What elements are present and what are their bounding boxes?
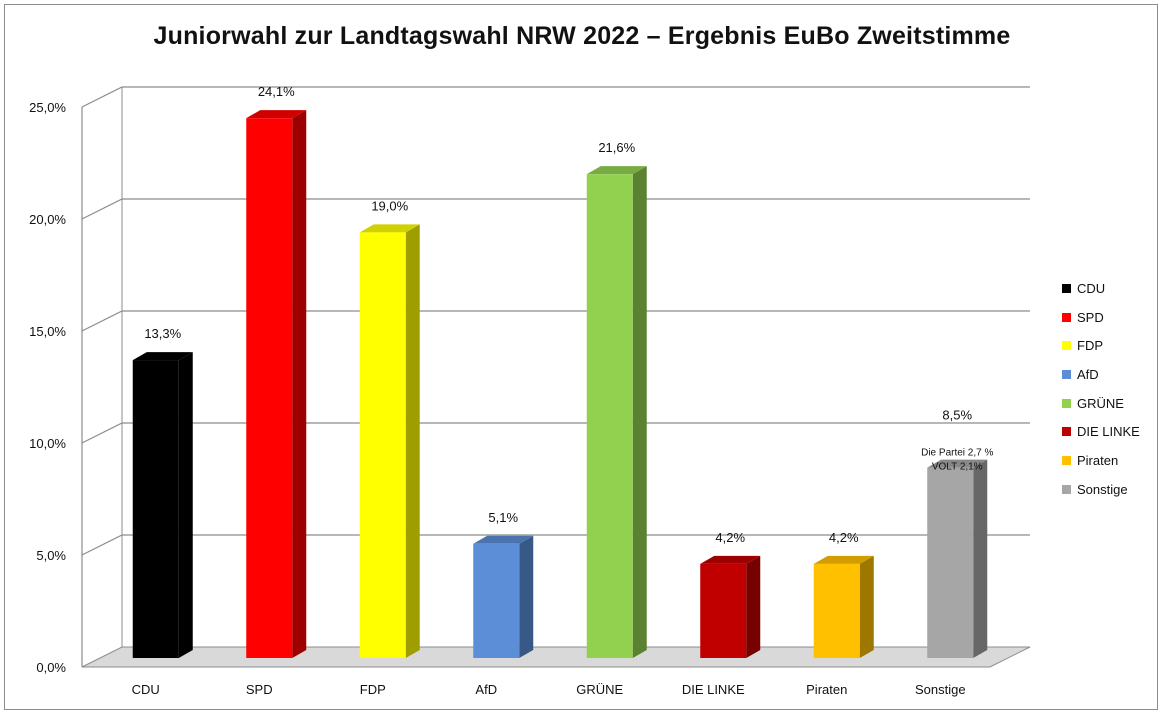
y-tick-label: 25,0% [29,100,66,115]
data-label: 21,6% [598,140,635,155]
x-tick-label: AfD [475,682,497,697]
legend-item: DIE LINKE [1062,417,1140,446]
x-tick-label: DIE LINKE [682,682,745,697]
bar-cdu [132,360,179,658]
bar-afd [473,543,520,658]
bar-top-grüne [586,166,647,175]
y-tick-label: 15,0% [29,324,66,339]
chart-legend: CDU SPD FDP AfD GRÜNE DIE LINKE Piraten Sonstig… [1062,274,1140,504]
y-tick-label: 20,0% [29,212,66,227]
legend-item: Sonstige [1062,475,1140,504]
legend-label: CDU [1077,280,1106,296]
bar-side-spd [292,110,307,658]
bar-top-afd [473,535,534,544]
bar-fdp [359,232,406,658]
x-tick-label: CDU [132,682,160,697]
data-label: 4,2% [829,530,859,545]
legend-swatch [1062,455,1071,465]
data-label: 8,5% [942,408,972,423]
gridline [81,422,1030,444]
y-tick-label: 0,0% [36,660,66,675]
legend-item: GRÜNE [1062,389,1140,418]
bar-top-cdu [132,352,193,361]
x-tick-label: Sonstige [915,682,966,697]
legend-swatch [1062,369,1071,379]
chart-title: Juniorwahl zur Landtagswahl NRW 2022 – E… [153,22,1011,50]
legend-swatch [1062,398,1071,408]
bar-die-linke [700,563,747,658]
legend-item: AfD [1062,360,1140,389]
legend-swatch [1062,283,1071,293]
bar-grüne [586,174,633,658]
y-tick-label: 10,0% [29,436,66,451]
x-tick-label: GRÜNE [576,682,623,697]
y-tick-label: 5,0% [36,548,66,563]
bar-sonstige [927,467,974,658]
legend-item: SPD [1062,303,1140,332]
legend-swatch [1062,484,1071,494]
bar-top-piraten [813,555,874,564]
gridline [81,198,1030,220]
data-label: 4,2% [715,530,745,545]
bar-spd [246,118,293,658]
legend-swatch [1062,312,1071,322]
legend-label: AfD [1077,366,1099,382]
data-label: 13,3% [144,326,181,341]
legend-item: FDP [1062,331,1140,360]
annotation-line: VOLT 2,1% [932,462,983,473]
legend-item: Piraten [1062,446,1140,475]
gridline [81,310,1030,332]
legend-label: Sonstige [1077,481,1128,497]
data-label: 19,0% [371,198,408,213]
x-tick-label: FDP [360,682,386,697]
bar-piraten [813,563,860,658]
x-tick-label: SPD [246,682,273,697]
data-label: 24,1% [258,84,295,99]
legend-swatch [1062,427,1071,437]
chart-floor [81,646,1031,668]
legend-label: FDP [1077,338,1103,354]
bar-top-sonstige [927,459,988,468]
bar-top-spd [246,110,307,119]
bar-side-afd [519,535,534,658]
bar-side-grüne [632,166,647,658]
data-label: 5,1% [488,510,518,525]
legend-swatch [1062,341,1071,351]
bar-top-fdp [359,224,420,233]
bar-side-sonstige [973,459,988,658]
x-tick-label: Piraten [806,682,847,697]
legend-label: GRÜNE [1077,395,1124,411]
legend-item: CDU [1062,274,1140,303]
legend-label: SPD [1077,309,1104,325]
legend-label: Piraten [1077,452,1119,468]
annotation-line: Die Partei 2,7 % [921,448,993,459]
bar-side-fdp [405,224,420,658]
bar-top-die-linke [700,555,761,564]
bar-side-piraten [859,555,874,658]
bar-side-cdu [178,352,193,658]
gridline [81,534,1030,556]
legend-label: DIE LINKE [1077,424,1140,440]
bar-side-die-linke [746,555,761,658]
gridline [81,86,1030,108]
